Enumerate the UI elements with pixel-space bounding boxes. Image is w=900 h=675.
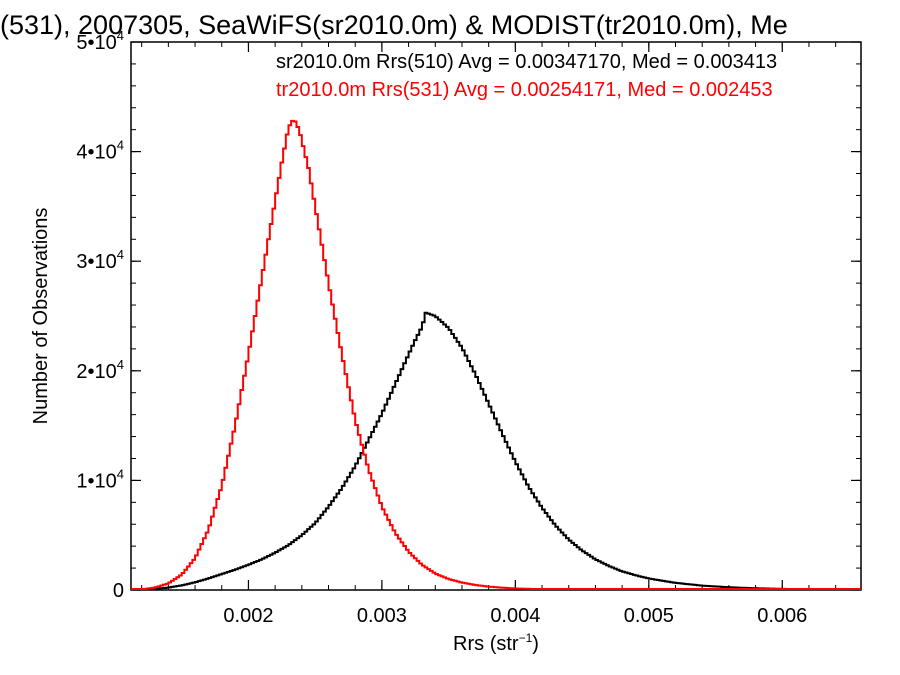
x-tick-label: 0.003: [357, 605, 407, 627]
legend-entry-red: tr2010.0m Rrs(531) Avg = 0.00254171, Med…: [276, 79, 773, 101]
histogram-series-1: [131, 119, 861, 590]
y-axis-ticks: 0 1•104 2•104 3•104 4•104 5•104: [76, 28, 861, 602]
histogram-series-0: [131, 311, 861, 590]
y-tick-label: 2•104: [76, 357, 124, 383]
x-axis-label: Rrs (str−1): [453, 631, 539, 655]
x-tick-label: 0.004: [490, 605, 540, 627]
x-tick-label: 0.006: [757, 605, 807, 627]
y-tick-label: 0: [113, 580, 124, 602]
y-tick-label: 1•104: [76, 466, 124, 492]
series-layer: [131, 119, 861, 590]
plot-border: [130, 41, 862, 591]
legend-entry-black: sr2010.0m Rrs(510) Avg = 0.00347170, Med…: [276, 51, 777, 73]
y-axis-label: Number of Observations: [30, 208, 52, 425]
chart-title: (531), 2007305, SeaWiFS(sr2010.0m) & MOD…: [0, 10, 788, 40]
y-tick-label: 3•104: [76, 247, 124, 273]
x-axis-ticks: 0.002 0.003 0.004 0.005 0.006: [141, 42, 837, 627]
x-tick-label: 0.002: [223, 605, 273, 627]
y-tick-label: 5•104: [76, 28, 124, 54]
plot-frame: [130, 41, 862, 591]
y-tick-label: 4•104: [76, 138, 124, 164]
x-tick-label: 0.005: [624, 605, 674, 627]
